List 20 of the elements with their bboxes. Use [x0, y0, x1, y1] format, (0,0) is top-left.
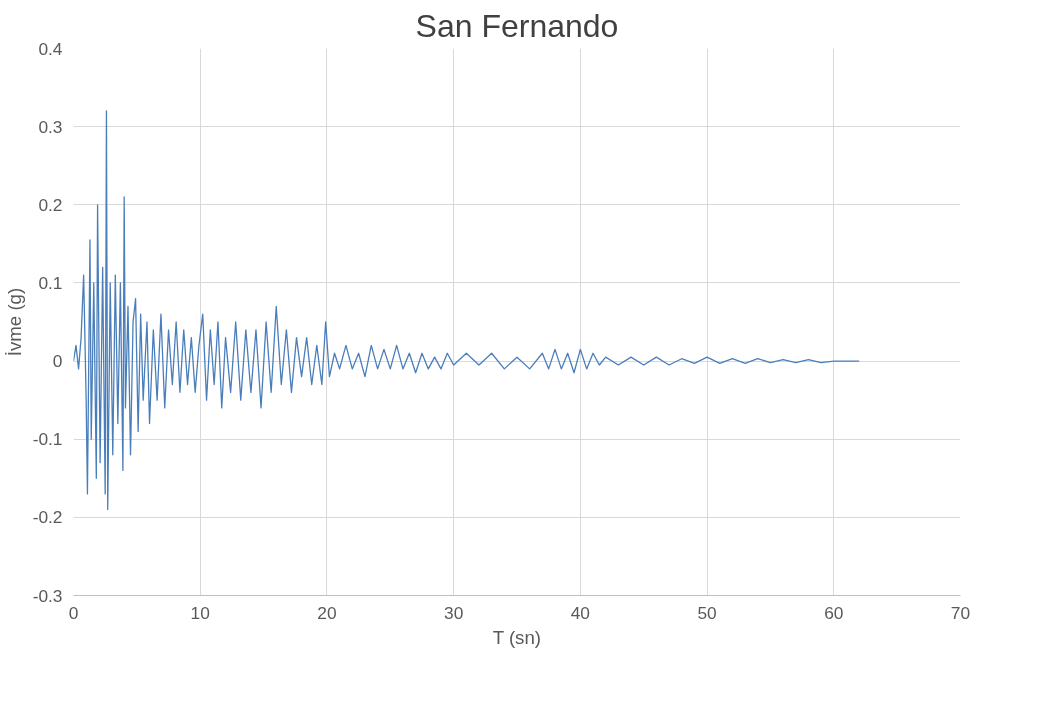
- line-series: [73, 110, 860, 511]
- x-tick-label: 70: [950, 602, 971, 623]
- y-tick-label: 0.3: [38, 116, 63, 137]
- x-tick-label: 0: [68, 602, 79, 623]
- y-tick-label: 0: [52, 351, 63, 372]
- y-tick-label: -0.1: [32, 429, 63, 450]
- x-tick-label: 60: [824, 602, 844, 623]
- x-axis-title: T (sn): [492, 626, 542, 648]
- y-tick-label: 0.2: [38, 194, 63, 215]
- y-axis-title: İvme (g): [3, 287, 25, 357]
- x-tick-label: 30: [444, 602, 464, 623]
- y-tick-label: 0.1: [38, 272, 63, 293]
- x-tick-label: 20: [317, 602, 337, 623]
- y-tick-label: 0.4: [38, 38, 63, 59]
- x-tick-label: 50: [697, 602, 717, 623]
- chart-title: San Fernando: [415, 7, 619, 44]
- x-tick-label: 10: [190, 602, 210, 623]
- x-tick-label: 40: [570, 602, 590, 623]
- y-tick-label: -0.3: [32, 585, 63, 606]
- y-tick-label: -0.2: [32, 507, 63, 528]
